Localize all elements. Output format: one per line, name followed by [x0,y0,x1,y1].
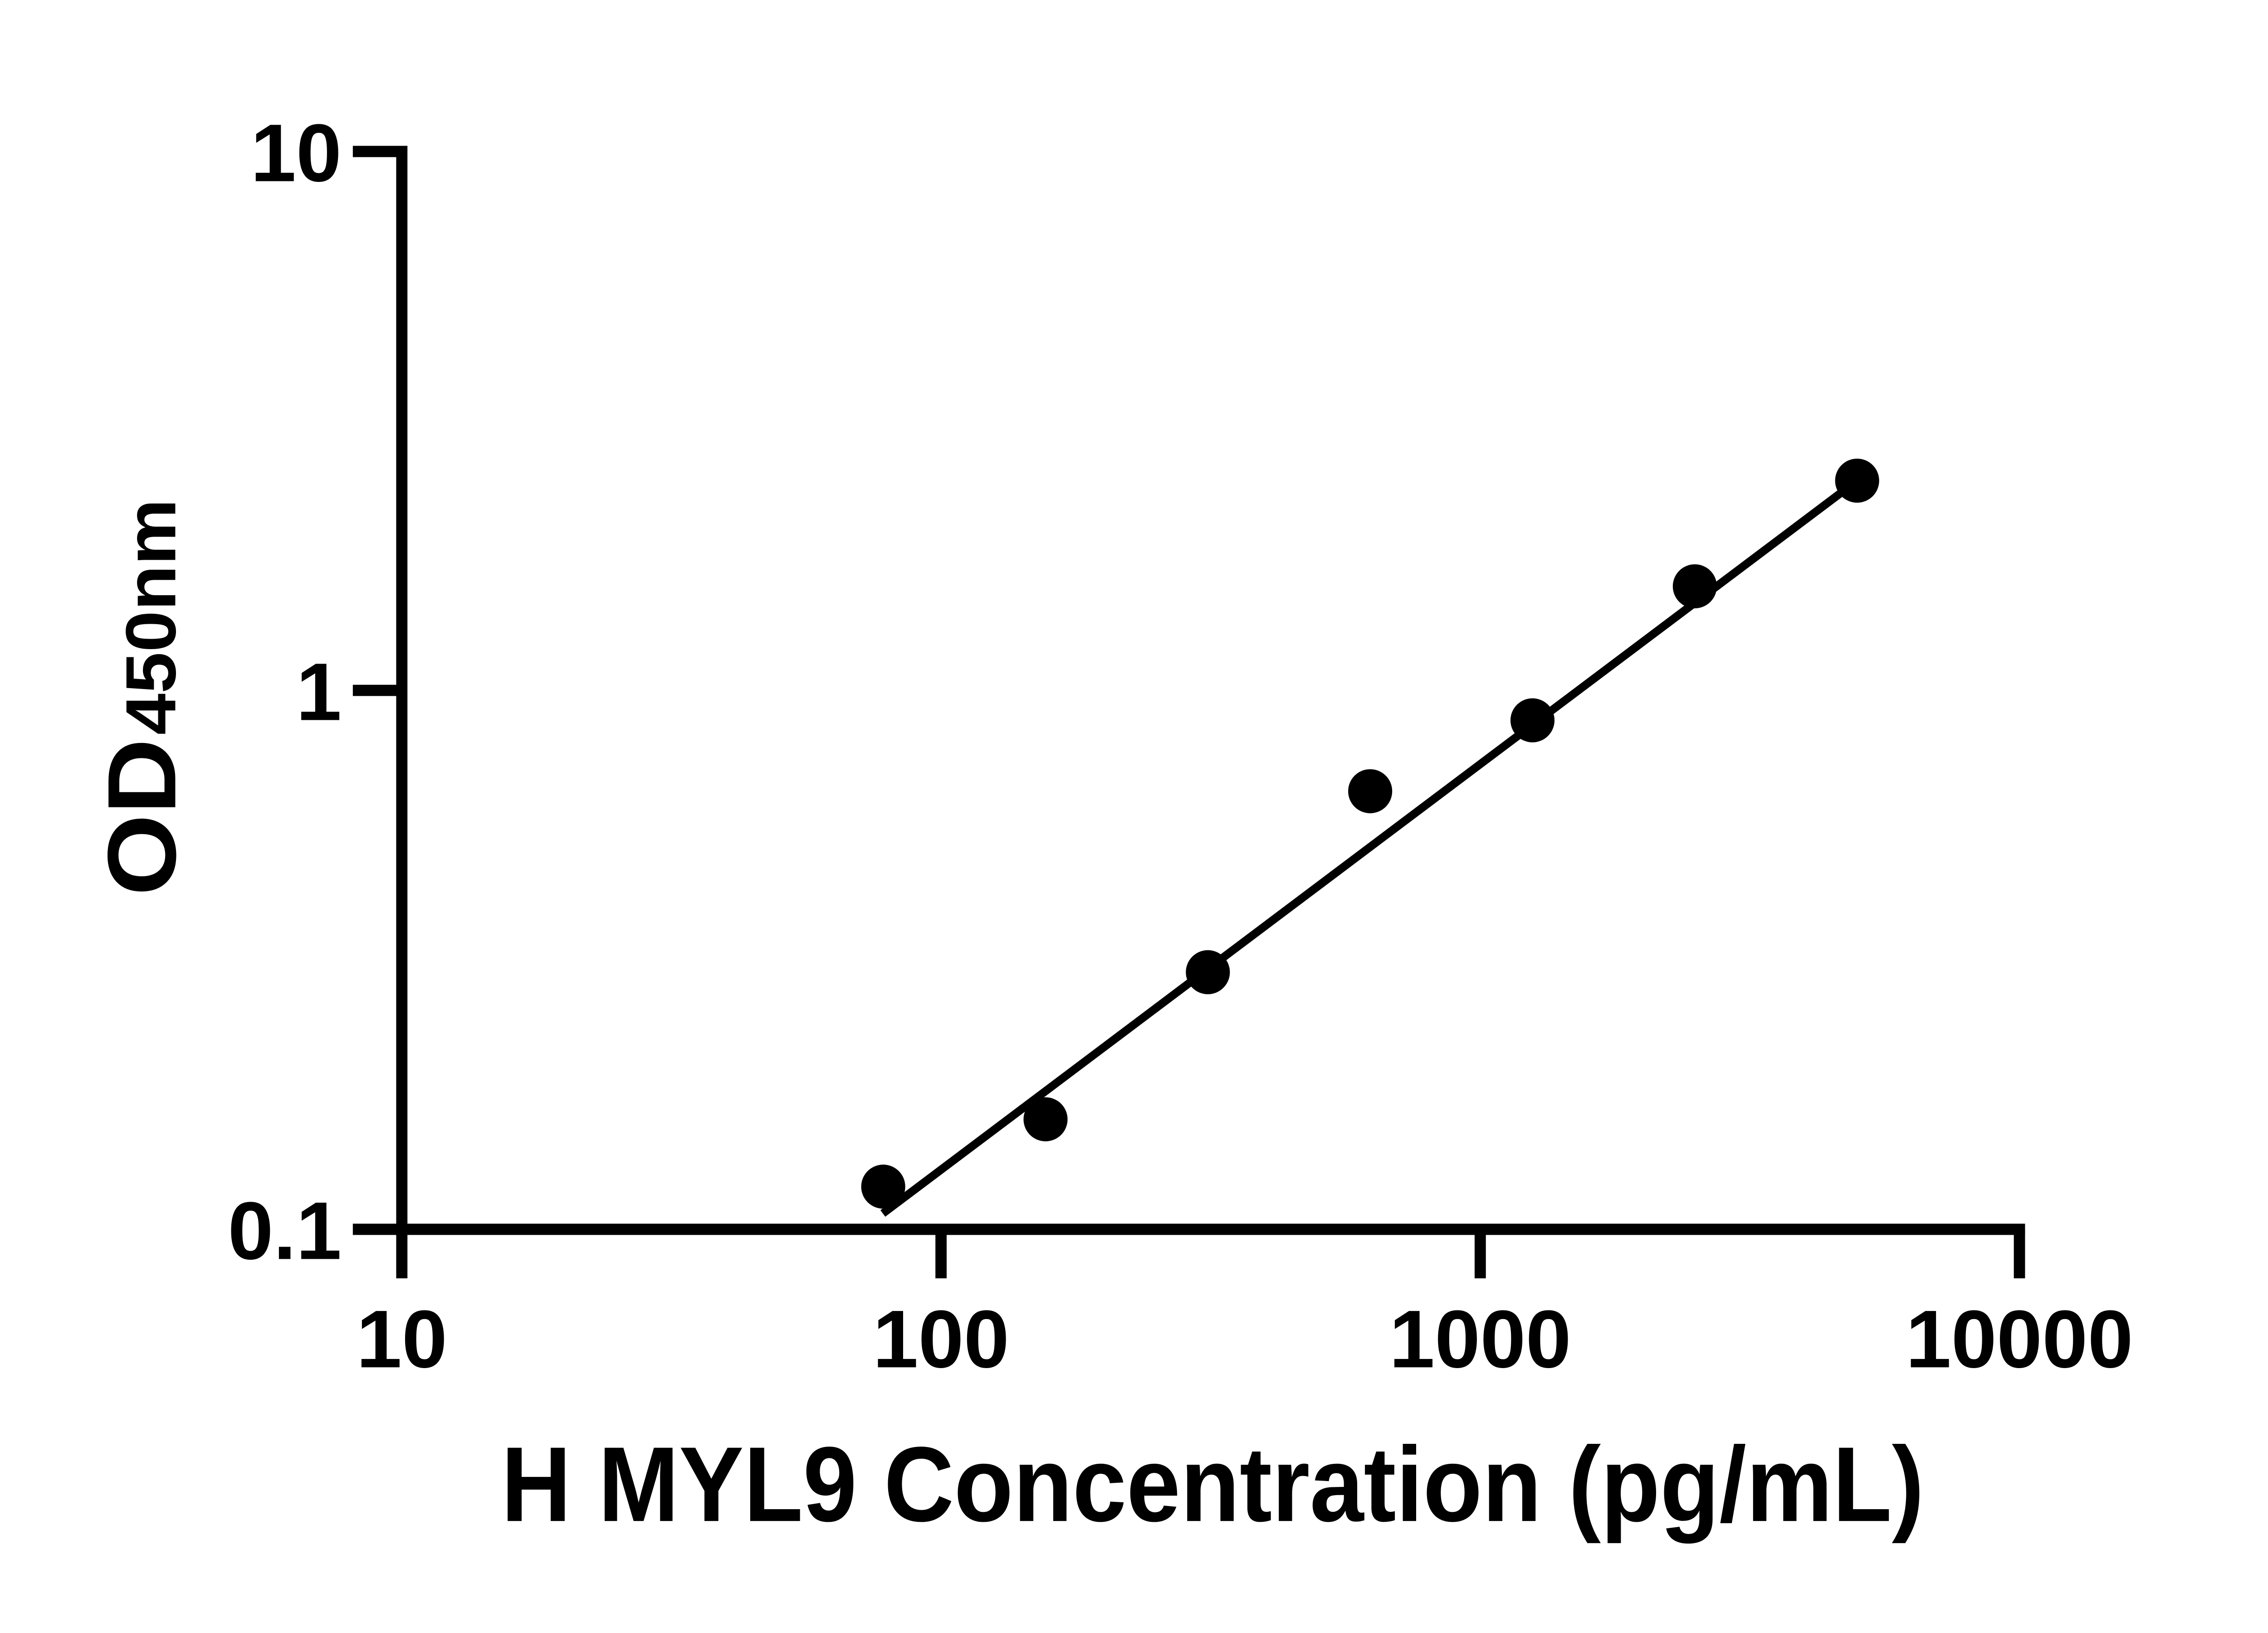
data-point [861,1164,905,1209]
data-point [1510,698,1555,743]
data-point [1348,769,1393,813]
data-point [1023,1097,1068,1142]
y-tick-label: 1 [296,646,342,738]
y-axis-title-main: OD [88,738,196,896]
y-axis-title-sub: 450nm [111,499,191,735]
x-tick-label: 10 [357,1294,448,1385]
x-tick-label: 10000 [1906,1294,2133,1385]
data-point [1835,459,1879,503]
plot-area [861,459,1879,1217]
axis-tick-labels: 0.1 1 10 10 100 1000 10000 [228,108,2133,1385]
y-axis-title: OD 450nm [88,499,196,896]
x-tick-label: 100 [873,1294,1009,1385]
data-point [1186,950,1230,994]
y-tick-label: 0.1 [228,1185,342,1276]
data-point [1672,564,1717,609]
axis-ticks [352,146,2025,1279]
y-tick-label: 10 [250,108,342,199]
x-tick-label: 1000 [1389,1294,1571,1385]
x-axis-title: H MYL9 Concentration (pg/mL) [501,1424,1924,1544]
